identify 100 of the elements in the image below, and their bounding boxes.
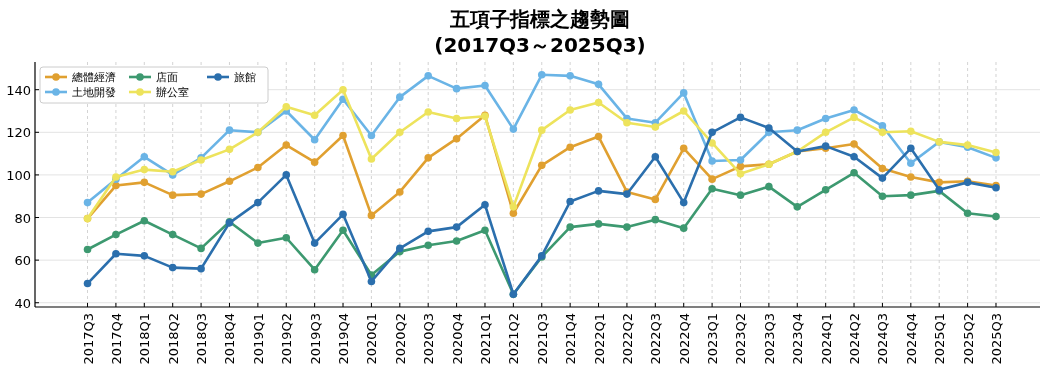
legend-label: 店面: [156, 71, 178, 83]
point: [907, 173, 915, 181]
x-tick-label: 2022Q4: [676, 313, 692, 365]
point: [168, 263, 177, 272]
point: [566, 223, 574, 231]
point: [736, 170, 745, 178]
point: [424, 241, 432, 250]
x-tick-label: 2024Q3: [875, 313, 891, 365]
point: [424, 227, 432, 236]
point: [310, 265, 319, 274]
point: [566, 197, 574, 206]
point: [83, 279, 92, 288]
x-tick-label: 2023Q2: [733, 313, 749, 365]
x-tick-label: 2017Q3: [80, 313, 96, 365]
point: [651, 153, 660, 161]
y-tick-label: 80: [14, 210, 31, 226]
x-tick-label: 2021Q1: [477, 313, 493, 365]
x-tick-label: 2024Q4: [903, 313, 919, 365]
point: [140, 178, 149, 187]
point: [679, 89, 688, 97]
point: [679, 224, 688, 232]
point: [736, 162, 745, 171]
point: [140, 252, 149, 260]
point: [367, 131, 376, 140]
point: [339, 226, 347, 235]
point: [140, 165, 149, 174]
point: [821, 114, 830, 123]
point: [339, 85, 347, 94]
point: [594, 220, 603, 228]
point: [112, 181, 120, 190]
x-tick-label: 2019Q3: [307, 313, 323, 365]
point: [254, 198, 262, 207]
point: [708, 139, 716, 147]
x-tick-label: 2020Q1: [364, 313, 380, 365]
chart-subtitle: (2017Q3～2025Q3): [434, 33, 646, 57]
point: [367, 277, 376, 286]
y-tick-label: 140: [6, 82, 31, 98]
legend-label: 土地開發: [72, 86, 116, 98]
point: [310, 239, 319, 247]
point: [424, 154, 432, 162]
point: [168, 191, 177, 199]
x-tick-label: 2022Q2: [619, 313, 635, 365]
chart-title: 五項子指標之趨勢圖: [449, 7, 630, 31]
point: [452, 114, 461, 123]
y-tick-label: 100: [6, 167, 31, 183]
point: [651, 123, 660, 131]
legend-label: 總體經濟: [71, 71, 116, 83]
x-tick-label: 2023Q1: [705, 313, 721, 365]
point: [282, 233, 291, 242]
point: [197, 244, 205, 253]
point: [736, 191, 745, 199]
x-tick-label: 2023Q3: [761, 313, 777, 365]
point: [481, 81, 489, 90]
point: [254, 163, 262, 172]
point: [594, 80, 603, 89]
point: [878, 192, 887, 201]
x-tick-label: 2021Q2: [506, 313, 522, 365]
point: [850, 153, 858, 161]
point: [708, 128, 716, 137]
point: [509, 125, 518, 133]
y-tick-label: 60: [14, 253, 31, 269]
point: [367, 211, 376, 220]
y-tick-label: 40: [14, 295, 31, 311]
point: [310, 111, 319, 120]
point: [907, 144, 915, 153]
point: [452, 134, 461, 143]
point: [907, 191, 915, 199]
point: [339, 131, 347, 140]
x-tick-label: 2019Q4: [336, 313, 352, 365]
point: [481, 200, 489, 209]
x-tick-label: 2024Q2: [847, 313, 863, 365]
point: [850, 106, 858, 114]
point: [821, 128, 830, 137]
point: [907, 127, 915, 136]
point: [509, 209, 518, 218]
point: [623, 223, 631, 231]
point: [594, 187, 603, 195]
point: [424, 108, 432, 116]
point: [736, 113, 745, 122]
point: [566, 106, 574, 114]
point: [452, 223, 461, 231]
point: [850, 113, 858, 122]
point: [452, 84, 461, 93]
point: [537, 126, 546, 134]
point: [396, 188, 404, 196]
point: [83, 245, 92, 254]
point: [197, 264, 205, 273]
point: [935, 178, 944, 187]
point: [708, 175, 716, 183]
point: [992, 148, 1000, 157]
point: [254, 239, 262, 247]
x-tick-label: 2022Q1: [591, 313, 607, 365]
point: [452, 237, 461, 245]
point: [594, 132, 603, 141]
point: [566, 143, 574, 152]
point: [708, 157, 716, 165]
point: [282, 102, 291, 111]
x-tick-label: 2024Q1: [818, 313, 834, 365]
point: [537, 161, 546, 170]
point: [282, 141, 291, 149]
